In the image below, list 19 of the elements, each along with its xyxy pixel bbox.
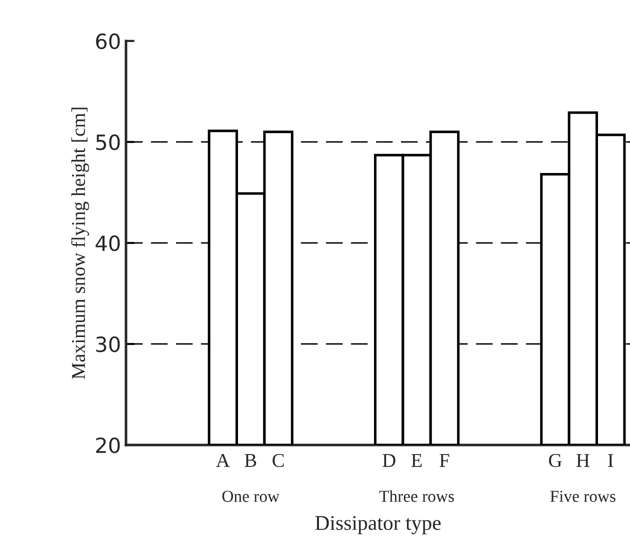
text: One row bbox=[222, 490, 280, 502]
x-tick-label: C bbox=[272, 454, 284, 468]
y-tick-label: 40 bbox=[96, 235, 120, 252]
x-axis-title: Dissipator type bbox=[315, 516, 441, 534]
y-axis-title: Maximum snow flying height [cm] bbox=[71, 108, 90, 380]
x-tick-label: H bbox=[576, 454, 590, 467]
text: Three rows bbox=[379, 490, 454, 502]
x-tick-label: A bbox=[216, 454, 230, 467]
x-tick-label: I bbox=[608, 454, 614, 467]
x-tick-label: F bbox=[440, 454, 450, 467]
x-tick-label: E bbox=[411, 454, 422, 467]
y-tick-label: 50 bbox=[96, 134, 120, 150]
x-tick-label: B bbox=[244, 454, 256, 467]
y-tick-label: 30 bbox=[96, 336, 120, 352]
x-tick-label: G bbox=[549, 454, 562, 468]
y-tick-label: 60 bbox=[96, 33, 120, 50]
text: Five rows bbox=[550, 490, 616, 502]
y-tick-label: 20 bbox=[96, 437, 120, 454]
x-tick-label: D bbox=[382, 454, 396, 467]
